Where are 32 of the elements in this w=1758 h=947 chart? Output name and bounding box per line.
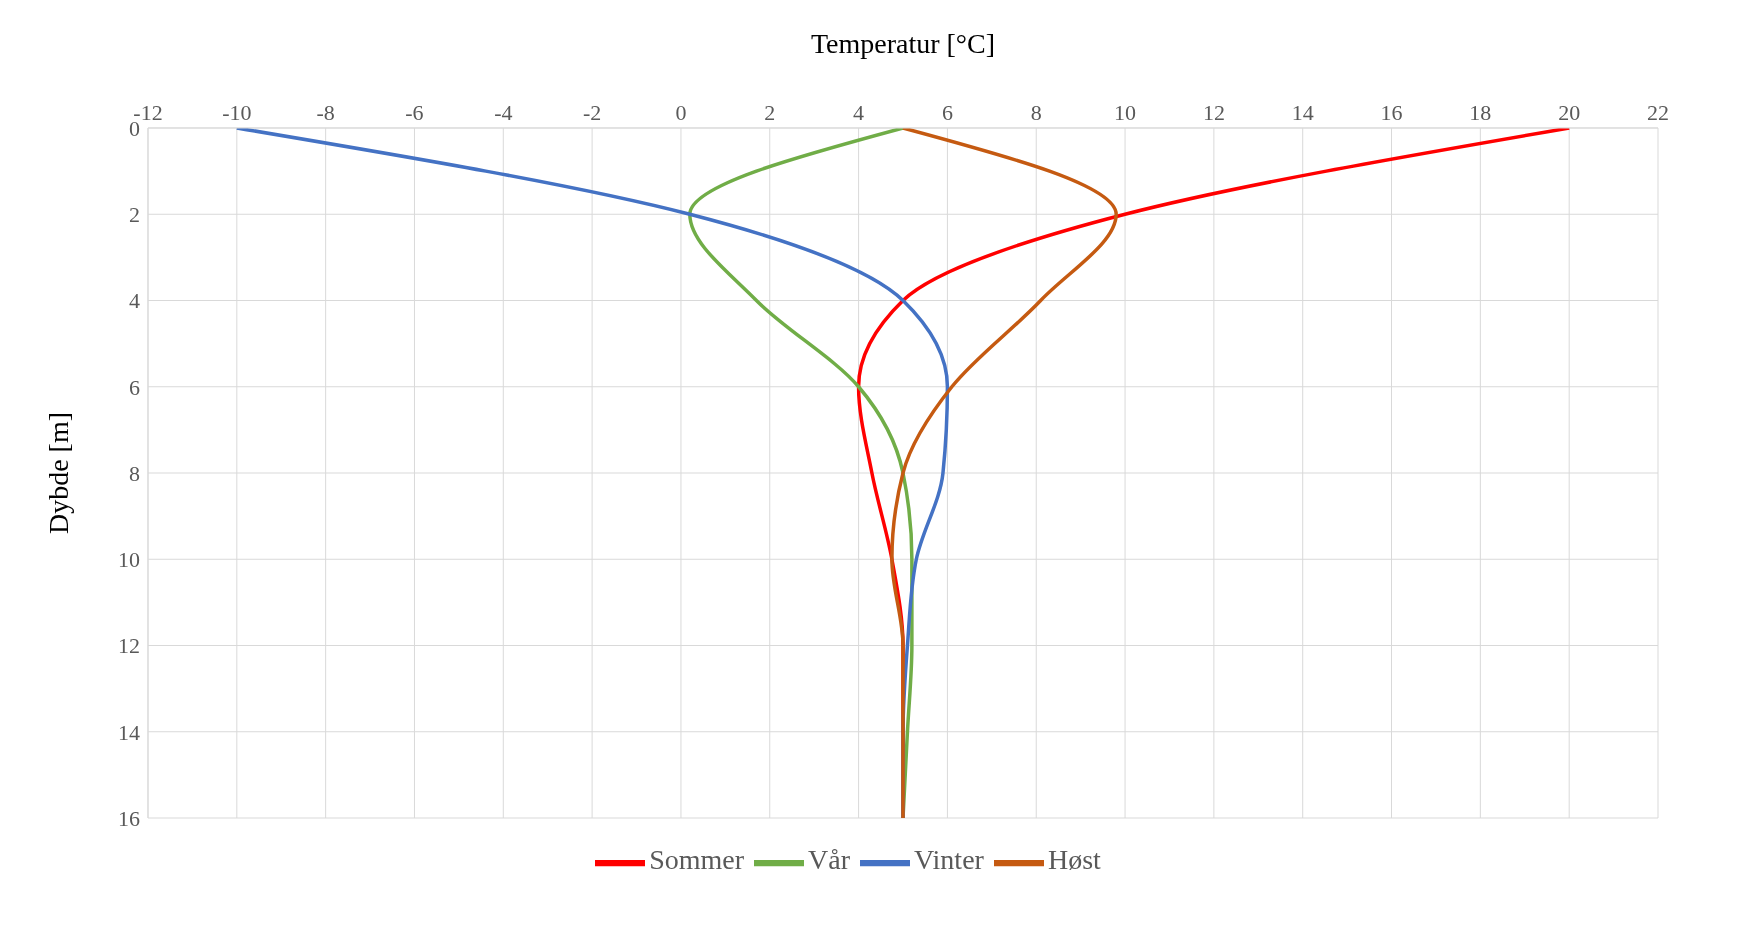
x-tick-label: 16 (1380, 100, 1403, 125)
y-axis-title: Dybde [m] (42, 411, 74, 535)
x-tick-label: -4 (494, 100, 513, 125)
y-tick-label: 10 (118, 547, 140, 573)
x-axis-title: Temperatur [°C] (810, 28, 996, 59)
line-series (890, 128, 1118, 818)
x-tick-label: 12 (1202, 100, 1225, 125)
x-tick-label: 14 (1291, 100, 1314, 125)
y-tick-label: 4 (129, 288, 140, 314)
x-tick-label: 18 (1469, 100, 1492, 125)
legend-label: Vinter (914, 844, 984, 876)
x-tick-label: 2 (764, 100, 776, 125)
y-tick-label: 12 (118, 633, 140, 659)
y-tick-label: 14 (118, 719, 140, 745)
x-tick-label: 8 (1030, 100, 1042, 125)
x-tick-label: 10 (1114, 100, 1137, 125)
y-tick-label: 16 (118, 805, 140, 831)
x-tick-label: -6 (405, 100, 424, 125)
legend-label: Vår (808, 844, 851, 876)
x-tick-label: -8 (316, 100, 335, 125)
x-tick-label: 4 (853, 100, 865, 125)
x-tick-label: 22 (1647, 100, 1669, 125)
y-tick-label: 8 (129, 460, 140, 486)
x-tick-label: 0 (675, 100, 687, 125)
y-tick-label: 2 (129, 202, 140, 228)
x-tick-label: 20 (1558, 100, 1581, 125)
x-tick-label: -10 (222, 100, 252, 125)
x-tick-label: 6 (941, 100, 953, 125)
legend-label: Sommer (649, 844, 745, 876)
y-tick-label: 6 (129, 374, 140, 400)
legend-label: Høst (1047, 844, 1101, 876)
x-tick-label: -2 (582, 100, 602, 125)
